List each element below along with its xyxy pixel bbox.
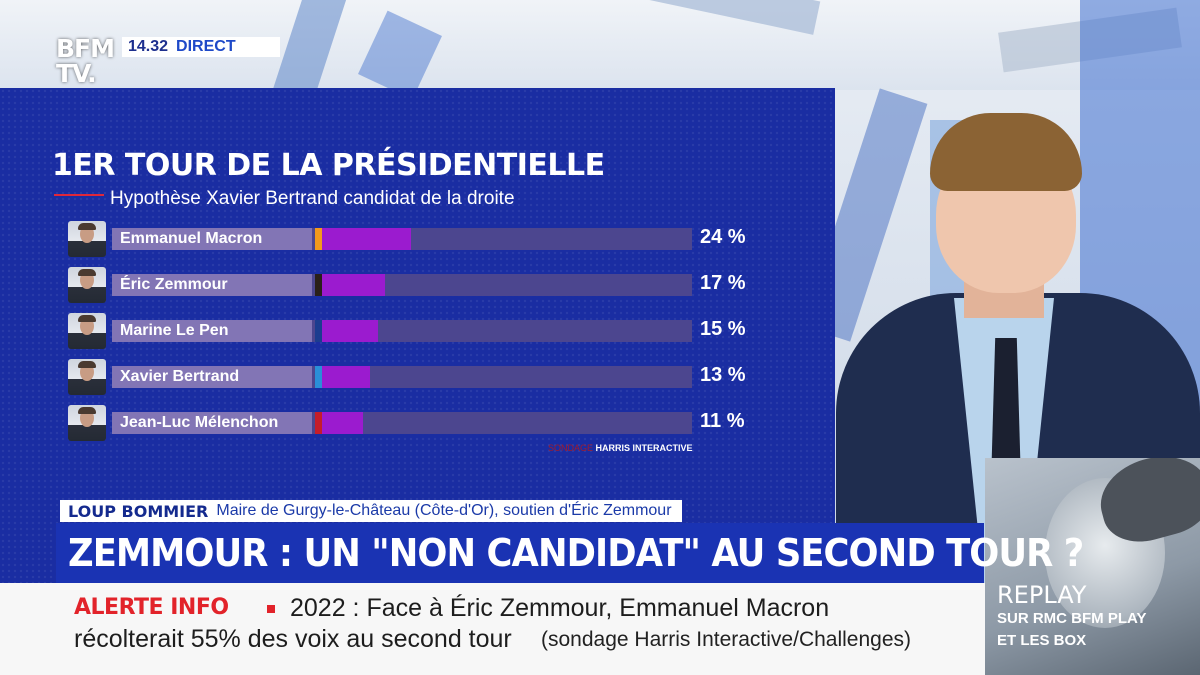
candidate-photo bbox=[68, 267, 106, 303]
name-background bbox=[112, 320, 312, 342]
replay-promo: REPLAY SUR RMC BFM PLAY ET LES BOX bbox=[985, 458, 1200, 675]
alert-label: ALERTE INFO bbox=[74, 595, 229, 620]
name-background bbox=[112, 228, 312, 250]
party-color-marker bbox=[315, 228, 322, 250]
bar bbox=[322, 274, 385, 296]
replay-line-2: ET LES BOX bbox=[997, 632, 1087, 649]
news-ticker: ALERTE INFO 2022 : Face à Éric Zemmour, … bbox=[0, 583, 985, 675]
bar-track: Emmanuel Macron bbox=[112, 228, 692, 250]
ticker-line-2: récolterait 55% des voix au second tour bbox=[74, 625, 512, 653]
party-color-marker bbox=[315, 366, 322, 388]
headline-text: ZEMMOUR : UN "NON CANDIDAT" AU SECOND TO… bbox=[68, 531, 1084, 575]
subtitle-rule bbox=[54, 194, 104, 196]
guest-name: LOUP BOMMIER bbox=[68, 501, 209, 521]
bar-track: Xavier Bertrand bbox=[112, 366, 692, 388]
bar-value-label: 17 % bbox=[700, 272, 746, 294]
replay-line-1: SUR RMC BFM PLAY bbox=[997, 610, 1147, 627]
source-lead: SONDAGE bbox=[548, 443, 594, 453]
chart-title: 1ER TOUR DE LA PRÉSIDENTIELLE bbox=[52, 148, 605, 183]
party-color-marker bbox=[315, 320, 322, 342]
bar bbox=[322, 320, 378, 342]
bar-value-label: 11 % bbox=[700, 410, 745, 432]
candidate-name: Éric Zemmour bbox=[120, 276, 228, 293]
candidate-name: Marine Le Pen bbox=[120, 322, 229, 339]
bar bbox=[322, 228, 411, 250]
party-color-marker bbox=[315, 412, 322, 434]
clock-time: 14.32 bbox=[128, 38, 169, 55]
replay-title: REPLAY bbox=[997, 581, 1087, 609]
candidate-name: Jean-Luc Mélenchon bbox=[120, 414, 279, 431]
candidate-name: Xavier Bertrand bbox=[120, 368, 240, 385]
candidate-photo bbox=[68, 313, 106, 349]
bar bbox=[322, 412, 363, 434]
bar-track: Marine Le Pen bbox=[112, 320, 692, 342]
name-background bbox=[112, 412, 312, 434]
candidate-photo bbox=[68, 405, 106, 441]
live-label: DIRECT bbox=[176, 38, 236, 55]
name-background bbox=[112, 274, 312, 296]
bfmtv-logo: BFM TV. bbox=[56, 34, 118, 90]
bar-row: Éric Zemmour 17 % bbox=[68, 267, 768, 303]
bar-track: Jean-Luc Mélenchon bbox=[112, 412, 692, 434]
logo-line-2: TV. bbox=[56, 59, 97, 88]
bar-row: Jean-Luc Mélenchon 11 % bbox=[68, 405, 768, 441]
name-background bbox=[112, 366, 312, 388]
candidate-photo bbox=[68, 359, 106, 395]
alert-square-icon bbox=[267, 605, 275, 613]
bar-chart: Emmanuel Macron 24 % Éric Zemmour 17 % Marin… bbox=[0, 88, 835, 488]
ticker-line-1: 2022 : Face à Éric Zemmour, Emmanuel Mac… bbox=[290, 594, 830, 622]
bar-row: Xavier Bertrand 13 % bbox=[68, 359, 768, 395]
candidate-name: Emmanuel Macron bbox=[120, 230, 263, 247]
party-color-marker bbox=[315, 274, 322, 296]
ticker-source: (sondage Harris Interactive/Challenges) bbox=[541, 628, 912, 651]
bar bbox=[322, 366, 371, 388]
headline-banner: ZEMMOUR : UN "NON CANDIDAT" AU SECOND TO… bbox=[56, 523, 1084, 583]
bar-value-label: 15 % bbox=[700, 318, 746, 340]
chart-subtitle: Hypothèse Xavier Bertrand candidat de la… bbox=[110, 188, 515, 209]
candidate-photo bbox=[68, 221, 106, 257]
bar-row: Emmanuel Macron 24 % bbox=[68, 221, 768, 257]
logo-line-1: BFM bbox=[56, 34, 115, 63]
guest-role: Maire de Gurgy-le-Château (Côte-d'Or), s… bbox=[216, 502, 672, 519]
clock-badge: 14.32 DIRECT bbox=[122, 37, 280, 57]
bar-value-label: 13 % bbox=[700, 364, 746, 386]
bar-track: Éric Zemmour bbox=[112, 274, 692, 296]
source-name: HARRIS INTERACTIVE bbox=[595, 443, 693, 453]
chart-source: SONDAGE HARRIS INTERACTIVE bbox=[548, 443, 693, 453]
chart-panel: 1ER TOUR DE LA PRÉSIDENTIELLE Hypothèse … bbox=[0, 88, 835, 588]
bar-row: Marine Le Pen 15 % bbox=[68, 313, 768, 349]
guest-nameplate: LOUP BOMMIER Maire de Gurgy-le-Château (… bbox=[60, 500, 682, 522]
bar-value-label: 24 % bbox=[700, 226, 746, 248]
